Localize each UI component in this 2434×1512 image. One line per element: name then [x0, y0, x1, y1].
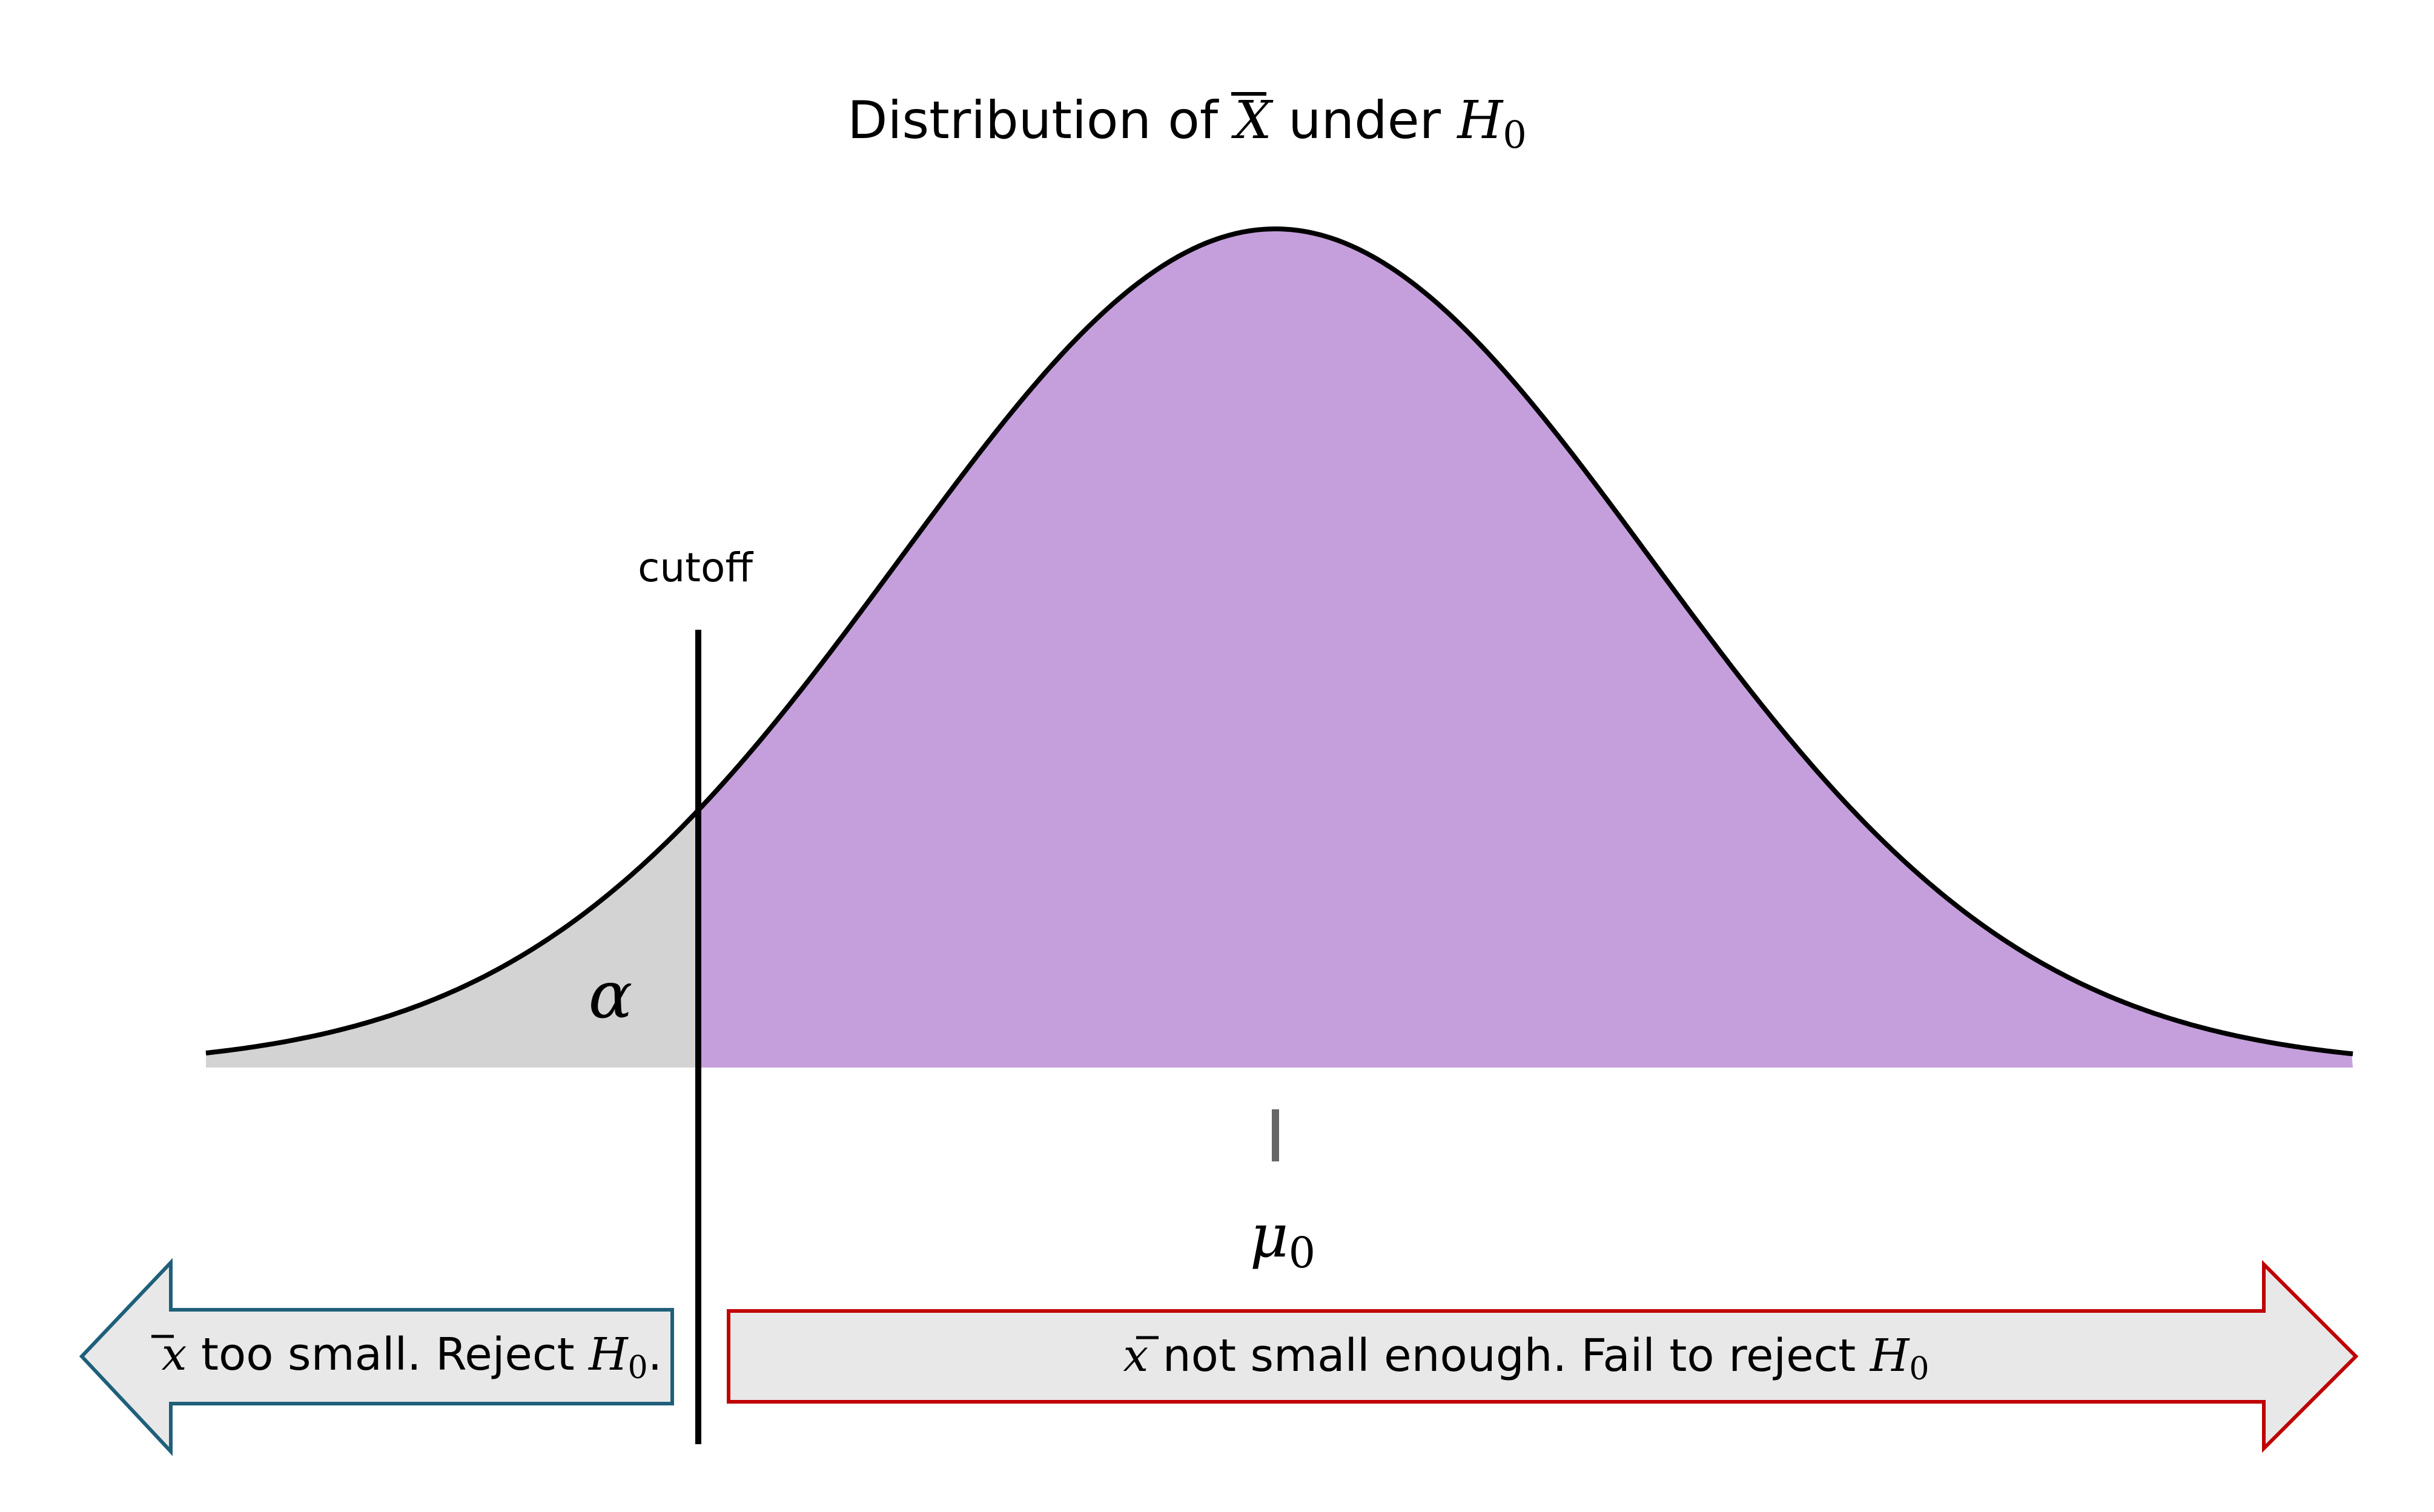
x-bar-symbol: X	[1231, 90, 1274, 151]
acceptance-region	[698, 229, 2353, 1068]
fail-to-reject-arrow-text: x not small enough. Fail to reject H0	[1123, 1330, 1930, 1387]
cutoff-label: cutoff	[638, 544, 753, 591]
fail-to-reject-arrow-right	[727, 1259, 2359, 1453]
reject-arrow-left	[79, 1258, 674, 1456]
diagram-title: Distribution of X under H0	[847, 90, 1527, 157]
mean-label: μ0	[1250, 1202, 1315, 1278]
normal-density-curve	[205, 226, 2353, 1057]
reject-arrow-text: x too small. Reject H0.	[162, 1329, 663, 1386]
rejection-region-alpha	[206, 810, 698, 1068]
alpha-label: α	[589, 957, 633, 1033]
